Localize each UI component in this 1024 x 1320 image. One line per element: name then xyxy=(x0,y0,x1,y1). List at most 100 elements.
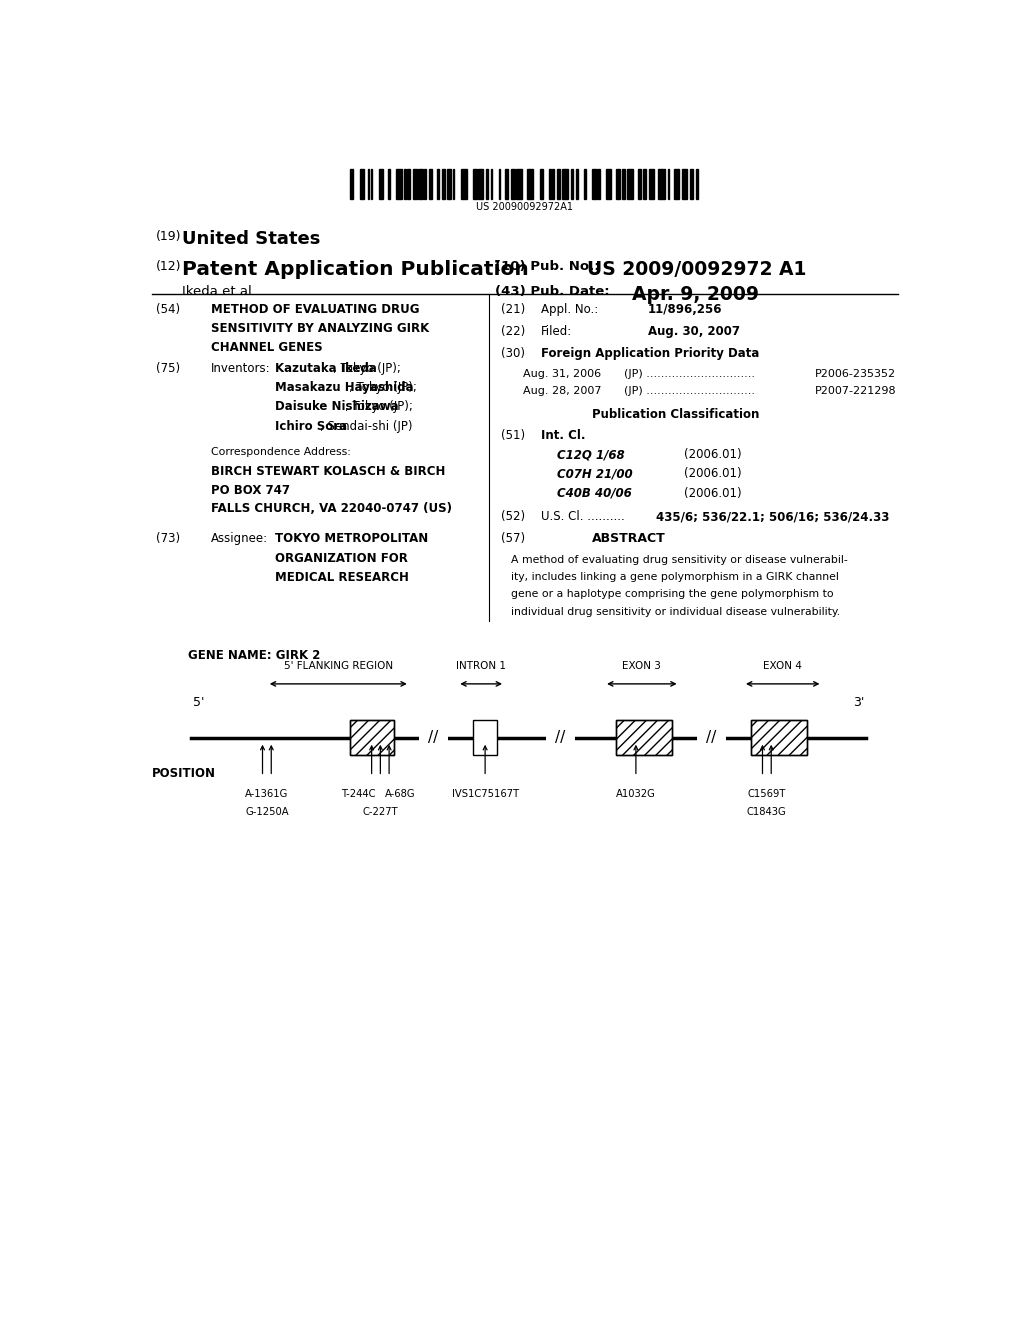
Bar xyxy=(473,169,476,199)
Text: US 2009/0092972 A1: US 2009/0092972 A1 xyxy=(587,260,806,279)
Text: Aug. 31, 2006: Aug. 31, 2006 xyxy=(523,368,601,379)
Text: C1569T: C1569T xyxy=(748,788,786,799)
Text: US 20090092972A1: US 20090092972A1 xyxy=(476,202,573,213)
Bar xyxy=(540,169,543,199)
Bar xyxy=(441,169,445,199)
Text: Daisuke Nishizawa: Daisuke Nishizawa xyxy=(274,400,398,413)
Text: GENE NAME: GIRK 2: GENE NAME: GIRK 2 xyxy=(187,648,319,661)
Bar xyxy=(553,169,554,199)
Bar xyxy=(437,169,438,199)
Bar xyxy=(396,169,402,199)
Text: (30): (30) xyxy=(501,347,525,360)
Bar xyxy=(682,169,687,199)
Text: (52): (52) xyxy=(501,510,525,523)
Bar xyxy=(751,721,807,755)
Bar xyxy=(571,169,573,199)
Text: (19): (19) xyxy=(156,230,181,243)
Text: G-1250A: G-1250A xyxy=(245,807,289,817)
Text: (22): (22) xyxy=(501,325,525,338)
Text: C12Q 1/68: C12Q 1/68 xyxy=(557,447,625,461)
Text: , Tokyo (JP);: , Tokyo (JP); xyxy=(333,362,400,375)
Bar xyxy=(408,169,411,199)
Bar xyxy=(606,169,611,199)
Bar xyxy=(557,169,560,199)
Bar xyxy=(584,169,586,199)
Text: (12): (12) xyxy=(156,260,181,273)
Text: Aug. 30, 2007: Aug. 30, 2007 xyxy=(648,325,739,338)
Text: CHANNEL GENES: CHANNEL GENES xyxy=(211,342,323,354)
Bar xyxy=(674,169,679,199)
Bar xyxy=(350,169,353,199)
Text: //: // xyxy=(428,730,438,746)
Bar xyxy=(505,169,508,199)
Bar xyxy=(368,169,370,199)
Bar xyxy=(486,169,487,199)
Bar xyxy=(546,715,574,760)
Text: Publication Classification: Publication Classification xyxy=(592,408,760,421)
Bar xyxy=(658,169,665,199)
Bar xyxy=(461,169,467,199)
Bar xyxy=(359,169,365,199)
Bar xyxy=(577,169,578,199)
Text: (54): (54) xyxy=(156,302,180,315)
Text: P2006-235352: P2006-235352 xyxy=(814,368,896,379)
Bar xyxy=(751,721,807,755)
Text: //: // xyxy=(555,730,565,746)
Text: Ikeda et al.: Ikeda et al. xyxy=(182,285,256,298)
Text: (51): (51) xyxy=(501,429,525,442)
Text: TOKYO METROPOLITAN: TOKYO METROPOLITAN xyxy=(274,532,428,545)
Bar xyxy=(350,721,394,755)
Text: ABSTRACT: ABSTRACT xyxy=(592,532,666,545)
Text: (57): (57) xyxy=(501,532,525,545)
Text: (21): (21) xyxy=(501,302,525,315)
Text: (JP) ..............................: (JP) .............................. xyxy=(624,368,755,379)
Bar xyxy=(690,169,693,199)
Bar xyxy=(598,169,600,199)
Text: individual drug sensitivity or individual disease vulnerability.: individual drug sensitivity or individua… xyxy=(511,607,840,616)
Text: EXON 3: EXON 3 xyxy=(623,661,662,671)
Text: ity, includes linking a gene polymorphism in a GIRK channel: ity, includes linking a gene polymorphis… xyxy=(511,572,839,582)
Text: PO BOX 747: PO BOX 747 xyxy=(211,483,291,496)
Text: //: // xyxy=(707,730,717,746)
Text: FALLS CHURCH, VA 22040-0747 (US): FALLS CHURCH, VA 22040-0747 (US) xyxy=(211,502,453,515)
Text: A-68G: A-68G xyxy=(385,788,416,799)
Bar xyxy=(615,169,621,199)
Text: gene or a haplotype comprising the gene polymorphism to: gene or a haplotype comprising the gene … xyxy=(511,589,834,599)
Text: IVS1C75167T: IVS1C75167T xyxy=(452,788,519,799)
Text: (2006.01): (2006.01) xyxy=(684,467,741,480)
Text: 5' FLANKING REGION: 5' FLANKING REGION xyxy=(284,661,393,671)
Text: C07H 21/00: C07H 21/00 xyxy=(557,467,632,480)
Text: C1843G: C1843G xyxy=(746,807,786,817)
Bar xyxy=(516,169,522,199)
Text: , Sendai-shi (JP): , Sendai-shi (JP) xyxy=(321,420,413,433)
Text: MEDICAL RESEARCH: MEDICAL RESEARCH xyxy=(274,572,409,583)
Text: A-1361G: A-1361G xyxy=(245,788,289,799)
Text: Kazutaka Ikeda: Kazutaka Ikeda xyxy=(274,362,377,375)
Bar xyxy=(446,169,452,199)
Text: 5': 5' xyxy=(194,696,205,709)
Text: U.S. Cl. ..........: U.S. Cl. .......... xyxy=(541,510,625,523)
Text: POSITION: POSITION xyxy=(152,767,216,780)
Bar xyxy=(478,169,483,199)
Bar xyxy=(627,169,633,199)
Bar xyxy=(511,169,514,199)
Bar xyxy=(527,169,534,199)
Text: Aug. 28, 2007: Aug. 28, 2007 xyxy=(523,385,602,396)
Bar xyxy=(592,169,597,199)
Text: , Tokyo (JP);: , Tokyo (JP); xyxy=(349,381,417,393)
Bar xyxy=(638,169,641,199)
Text: EXON 4: EXON 4 xyxy=(763,661,802,671)
Text: , Tokyo (JP);: , Tokyo (JP); xyxy=(345,400,413,413)
Bar xyxy=(649,169,653,199)
Text: 435/6; 536/22.1; 506/16; 536/24.33: 435/6; 536/22.1; 506/16; 536/24.33 xyxy=(655,510,889,523)
Bar xyxy=(403,169,406,199)
Text: Assignee:: Assignee: xyxy=(211,532,268,545)
Text: Appl. No.:: Appl. No.: xyxy=(541,302,598,315)
Text: C-227T: C-227T xyxy=(362,807,398,817)
Text: Ichiro Sora: Ichiro Sora xyxy=(274,420,347,433)
Text: BIRCH STEWART KOLASCH & BIRCH: BIRCH STEWART KOLASCH & BIRCH xyxy=(211,466,445,478)
Text: Masakazu Hayashida: Masakazu Hayashida xyxy=(274,381,414,393)
Text: 3': 3' xyxy=(853,696,864,709)
Bar xyxy=(668,169,670,199)
Text: C40B 40/06: C40B 40/06 xyxy=(557,487,631,500)
